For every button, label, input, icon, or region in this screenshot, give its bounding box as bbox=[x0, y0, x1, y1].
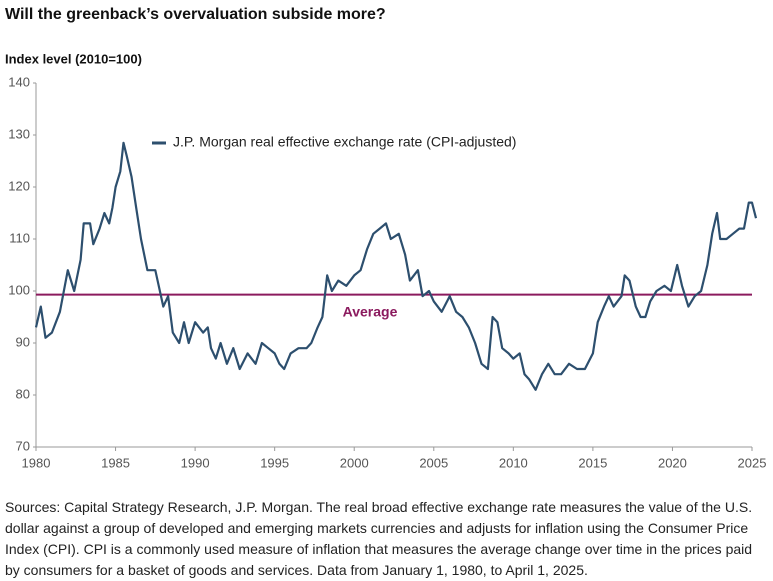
y-tick-label: 120 bbox=[8, 178, 30, 193]
footnote: Sources: Capital Strategy Research, J.P.… bbox=[5, 499, 753, 578]
y-tick-label: 140 bbox=[8, 74, 30, 89]
average-label: Average bbox=[343, 303, 398, 319]
legend-label: J.P. Morgan real effective exchange rate… bbox=[173, 134, 516, 150]
x-tick-label: 2010 bbox=[499, 455, 528, 470]
x-tick-label: 2025 bbox=[738, 455, 767, 470]
x-tick-label: 1990 bbox=[181, 455, 210, 470]
series-line bbox=[34, 141, 758, 391]
x-tick-label: 2015 bbox=[578, 455, 607, 470]
y-tick-label: 90 bbox=[16, 334, 30, 349]
x-tick-label: 2005 bbox=[419, 455, 448, 470]
y-tick-label: 100 bbox=[8, 282, 30, 297]
y-tick-label: 70 bbox=[16, 438, 30, 453]
x-tick-label: 1980 bbox=[22, 455, 51, 470]
x-tick-label: 2000 bbox=[340, 455, 369, 470]
chart: Will the greenback’s overvaluation subsi… bbox=[5, 6, 767, 470]
chart-title: Will the greenback’s overvaluation subsi… bbox=[5, 6, 386, 23]
y-tick-label: 80 bbox=[16, 386, 30, 401]
y-axis-label: Index level (2010=100) bbox=[5, 51, 142, 66]
y-tick-label: 130 bbox=[8, 126, 30, 141]
x-tick-label: 1995 bbox=[260, 455, 289, 470]
x-tick-label: 2020 bbox=[658, 455, 687, 470]
x-tick-label: 1985 bbox=[101, 455, 130, 470]
y-tick-label: 110 bbox=[9, 230, 30, 245]
